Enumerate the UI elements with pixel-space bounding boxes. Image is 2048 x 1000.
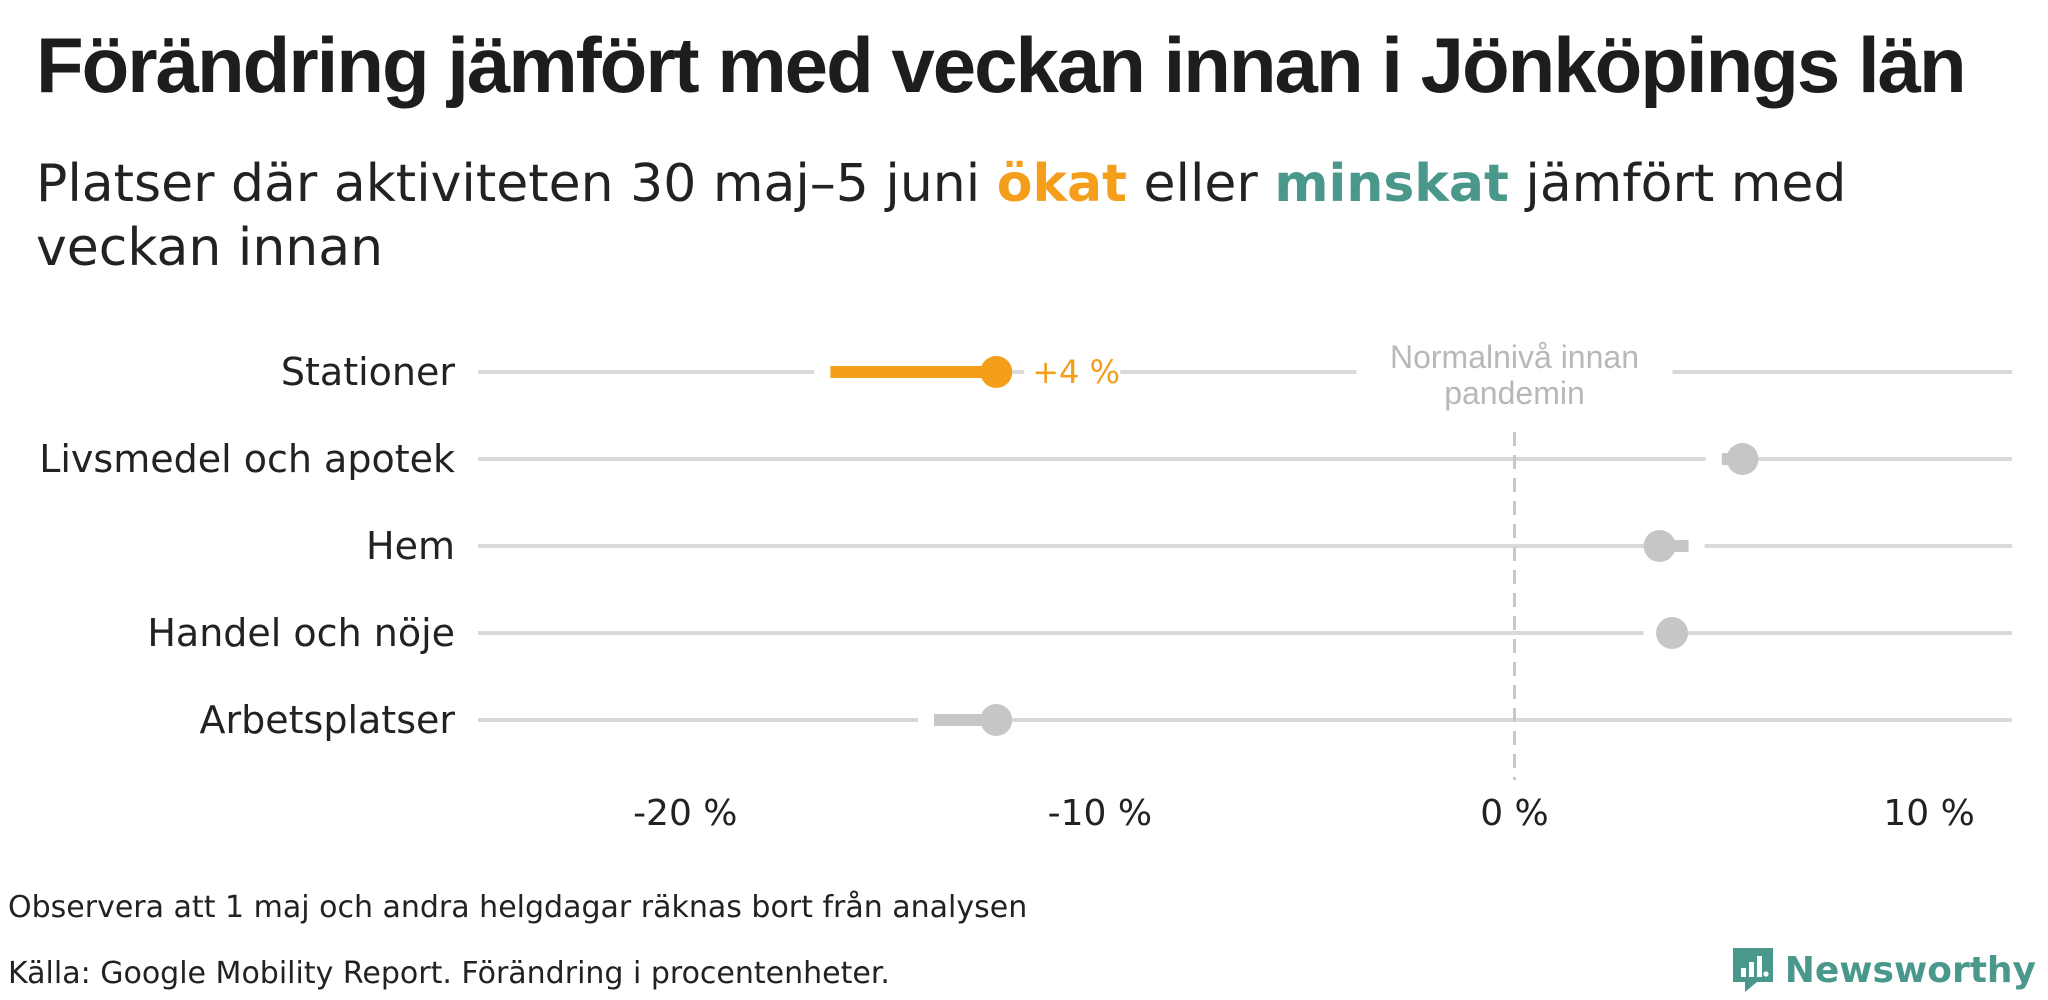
x-tick-label: 0 % [1480, 793, 1549, 834]
x-tick-label: 10 % [1883, 793, 1974, 834]
reference-label-line1: Normalnivå innan [1390, 339, 1639, 375]
newsworthy-logo-icon [1732, 948, 1773, 992]
category-label: Livsmedel och apotek [39, 437, 455, 481]
subtitle-text-1: Platser där aktiviteten 30 maj–5 juni [36, 154, 997, 214]
current-point [1643, 530, 1676, 562]
category-label: Handel och nöje [147, 611, 455, 655]
x-tick-label: -10 % [1048, 793, 1152, 834]
chart-title: Förändring jämfört med veckan innan i Jö… [36, 21, 1967, 109]
source-note: Källa: Google Mobility Report. Förändrin… [8, 956, 890, 991]
current-point [980, 356, 1013, 388]
subtitle-text-2: eller [1127, 154, 1275, 214]
value-label: +4 % [1032, 353, 1120, 391]
category-label: Hem [366, 524, 455, 568]
subtitle-decrease-word: minskat [1274, 154, 1509, 214]
reference-label-line2: pandemin [1444, 375, 1585, 411]
chart-subtitle: Platser där aktiviteten 30 maj–5 juni ök… [36, 152, 1936, 280]
brand-name: Newsworthy [1784, 949, 2036, 991]
subtitle-text-3: jämfört med veckan innan [36, 154, 1847, 278]
current-point [980, 704, 1013, 736]
category-label: Arbetsplatser [200, 698, 456, 742]
brand-logo: Newsworthy [1731, 946, 2036, 994]
footnote: Observera att 1 maj och andra helgdagar … [8, 890, 1028, 925]
category-label: Stationer [281, 350, 455, 394]
current-point [1726, 443, 1759, 475]
subtitle-increase-word: ökat [996, 154, 1127, 214]
current-point [1656, 617, 1689, 649]
x-tick-label: -20 % [633, 793, 737, 834]
